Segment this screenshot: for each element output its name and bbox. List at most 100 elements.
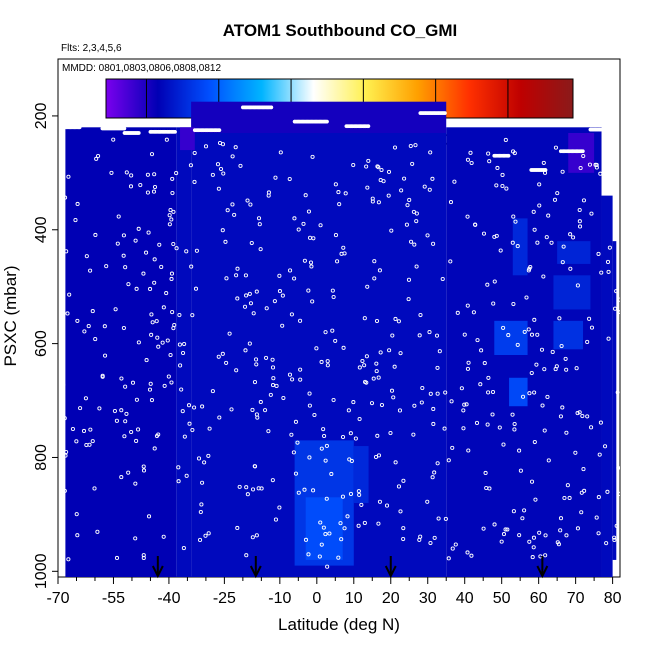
sample-point bbox=[427, 330, 432, 335]
sample-point bbox=[250, 487, 256, 492]
sample-point bbox=[133, 238, 138, 243]
sample-point bbox=[406, 297, 411, 302]
sample-point bbox=[210, 389, 215, 394]
sample-point bbox=[369, 401, 375, 406]
sample-point bbox=[399, 188, 404, 193]
sample-point bbox=[515, 244, 520, 249]
y-tick-label: 600 bbox=[33, 330, 50, 357]
level-leg-point bbox=[598, 127, 603, 132]
sample-point bbox=[440, 276, 445, 282]
sample-point bbox=[598, 420, 603, 425]
sample-point bbox=[112, 408, 117, 414]
sample-point bbox=[190, 427, 195, 433]
sample-point bbox=[534, 362, 539, 367]
sample-point bbox=[174, 171, 179, 176]
sample-point bbox=[571, 235, 576, 240]
sample-point bbox=[169, 276, 174, 282]
sample-point bbox=[167, 213, 172, 218]
sample-point bbox=[115, 241, 120, 246]
sample-point bbox=[302, 487, 307, 492]
sample-point bbox=[469, 160, 474, 166]
sample-point bbox=[235, 525, 240, 531]
sample-point bbox=[486, 375, 491, 380]
sample-point bbox=[466, 360, 471, 365]
sample-point bbox=[149, 312, 154, 317]
sample-point bbox=[295, 440, 300, 445]
sample-point bbox=[230, 202, 235, 207]
sample-point bbox=[430, 176, 435, 181]
sample-point bbox=[198, 537, 203, 542]
sample-point bbox=[485, 422, 490, 427]
x-axis-label: Latitude (deg N) bbox=[278, 615, 400, 634]
curtain-cell bbox=[512, 218, 528, 276]
sample-point bbox=[530, 555, 535, 560]
sample-point bbox=[414, 219, 419, 224]
sample-point bbox=[575, 283, 580, 288]
x-axis: -70 -55 -40 -25 -10 0 10 20 30 40 50 60 70 80 bbox=[46, 577, 622, 607]
sample-point bbox=[449, 399, 454, 404]
sample-point bbox=[150, 320, 155, 325]
sample-point bbox=[280, 323, 285, 328]
sample-point bbox=[349, 458, 354, 464]
sample-point bbox=[512, 421, 517, 427]
sample-point bbox=[296, 490, 301, 495]
sample-point bbox=[522, 508, 527, 513]
sample-point bbox=[408, 143, 413, 149]
sample-point bbox=[419, 400, 424, 405]
sample-point bbox=[258, 247, 263, 252]
sample-point bbox=[605, 489, 610, 494]
sample-point bbox=[277, 273, 282, 278]
sample-point bbox=[486, 390, 491, 395]
sample-point bbox=[471, 310, 476, 315]
curtain-cell bbox=[494, 320, 528, 355]
sample-point bbox=[411, 432, 416, 437]
sample-point bbox=[435, 365, 440, 370]
sample-point bbox=[82, 329, 87, 334]
y-axis: 200 400 600 800 1000 bbox=[33, 102, 58, 589]
sample-point bbox=[510, 412, 515, 417]
sample-point bbox=[387, 348, 392, 353]
sample-point bbox=[529, 479, 535, 484]
sample-point bbox=[462, 402, 467, 407]
sample-point bbox=[66, 174, 71, 179]
sample-point bbox=[386, 169, 392, 174]
sample-point bbox=[526, 268, 531, 273]
sample-point bbox=[537, 203, 542, 208]
sample-point bbox=[375, 164, 380, 169]
sample-point bbox=[230, 154, 235, 159]
sample-point bbox=[136, 226, 141, 231]
level-leg-point bbox=[173, 129, 177, 134]
sample-point bbox=[345, 514, 350, 519]
sample-point bbox=[331, 295, 336, 300]
sample-point bbox=[113, 307, 118, 312]
sample-point bbox=[159, 264, 164, 269]
sample-point bbox=[216, 354, 221, 359]
sample-point bbox=[497, 425, 502, 430]
sample-point bbox=[325, 363, 330, 368]
sample-point bbox=[145, 190, 150, 195]
sample-point bbox=[616, 465, 620, 470]
sample-point bbox=[307, 403, 312, 408]
sample-point bbox=[575, 411, 580, 416]
x-tick-label: 60 bbox=[530, 590, 548, 607]
sample-point bbox=[81, 428, 87, 434]
sample-point bbox=[298, 367, 303, 372]
sample-point bbox=[264, 355, 269, 360]
sample-point bbox=[522, 329, 527, 334]
sample-point bbox=[392, 145, 398, 150]
sample-point bbox=[417, 333, 422, 338]
sample-point bbox=[360, 358, 365, 364]
sample-point bbox=[577, 207, 582, 213]
sample-point bbox=[503, 137, 508, 142]
sample-point bbox=[434, 333, 440, 338]
x-tick-label: -25 bbox=[213, 590, 236, 607]
sample-point bbox=[318, 223, 323, 228]
sample-point bbox=[351, 400, 356, 405]
sample-point bbox=[580, 413, 585, 419]
sample-point bbox=[539, 347, 545, 352]
sample-point bbox=[461, 408, 466, 413]
sample-point bbox=[134, 397, 139, 402]
sample-point bbox=[542, 367, 547, 372]
sample-point bbox=[245, 198, 250, 203]
sample-point bbox=[443, 390, 448, 395]
